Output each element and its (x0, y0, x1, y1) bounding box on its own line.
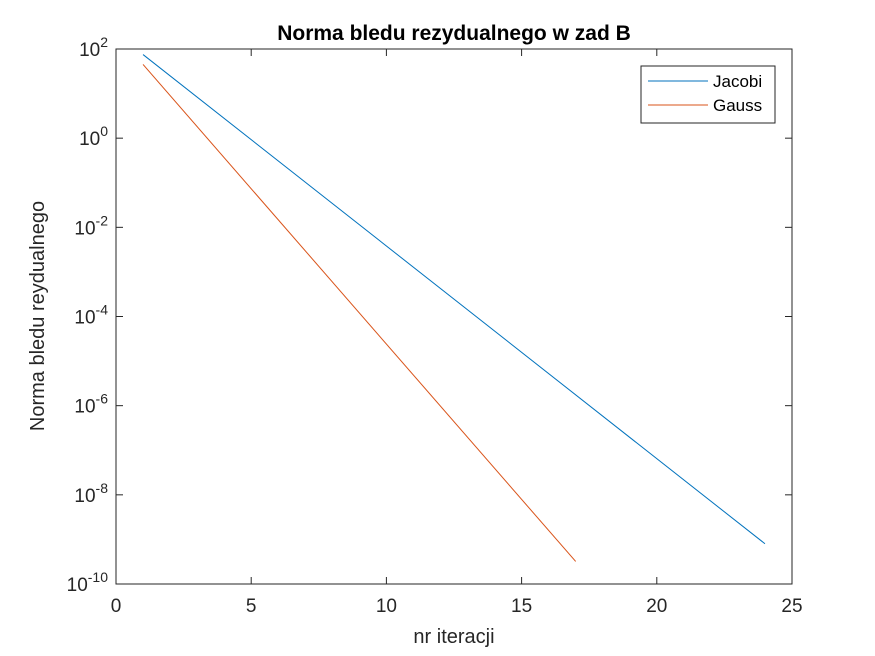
legend-box (640, 65, 776, 124)
y-tick-label: 10-8 (74, 480, 108, 507)
x-tick-label: 25 (781, 596, 802, 617)
x-tick-label: 15 (511, 596, 532, 617)
axis-ticks: 0 5 10 15 20 25 102 100 10-2 10-4 10-6 10-8 10-10 (67, 34, 803, 617)
series-line-jacobi (142, 54, 766, 545)
y-tick-label: 10-4 (74, 302, 108, 329)
legend: Jacobi Gauss (640, 65, 776, 124)
y-tick-label: 102 (79, 34, 108, 61)
y-tick-label: 10-10 (67, 569, 109, 596)
x-axis-label: nr iteracji (413, 626, 494, 648)
x-tick-label: 0 (111, 596, 122, 617)
axes-box (115, 48, 793, 585)
legend-entry-jacobi: Jacobi (713, 72, 762, 91)
y-tick-label: 10-6 (74, 391, 108, 418)
x-tick-label: 5 (246, 596, 257, 617)
y-axis-label: Norma bledu reydualnego (27, 201, 49, 431)
plot-area (116, 49, 792, 584)
series-layer (142, 54, 766, 562)
y-tick-label: 100 (79, 123, 108, 150)
x-tick-label: 20 (646, 596, 667, 617)
legend-entry-gauss: Gauss (713, 96, 762, 115)
x-tick-label: 10 (376, 596, 397, 617)
y-tick-label: 10-2 (74, 212, 108, 239)
series-line-gauss (142, 64, 577, 562)
chart-title: Norma bledu rezydualnego w zad B (277, 22, 631, 45)
